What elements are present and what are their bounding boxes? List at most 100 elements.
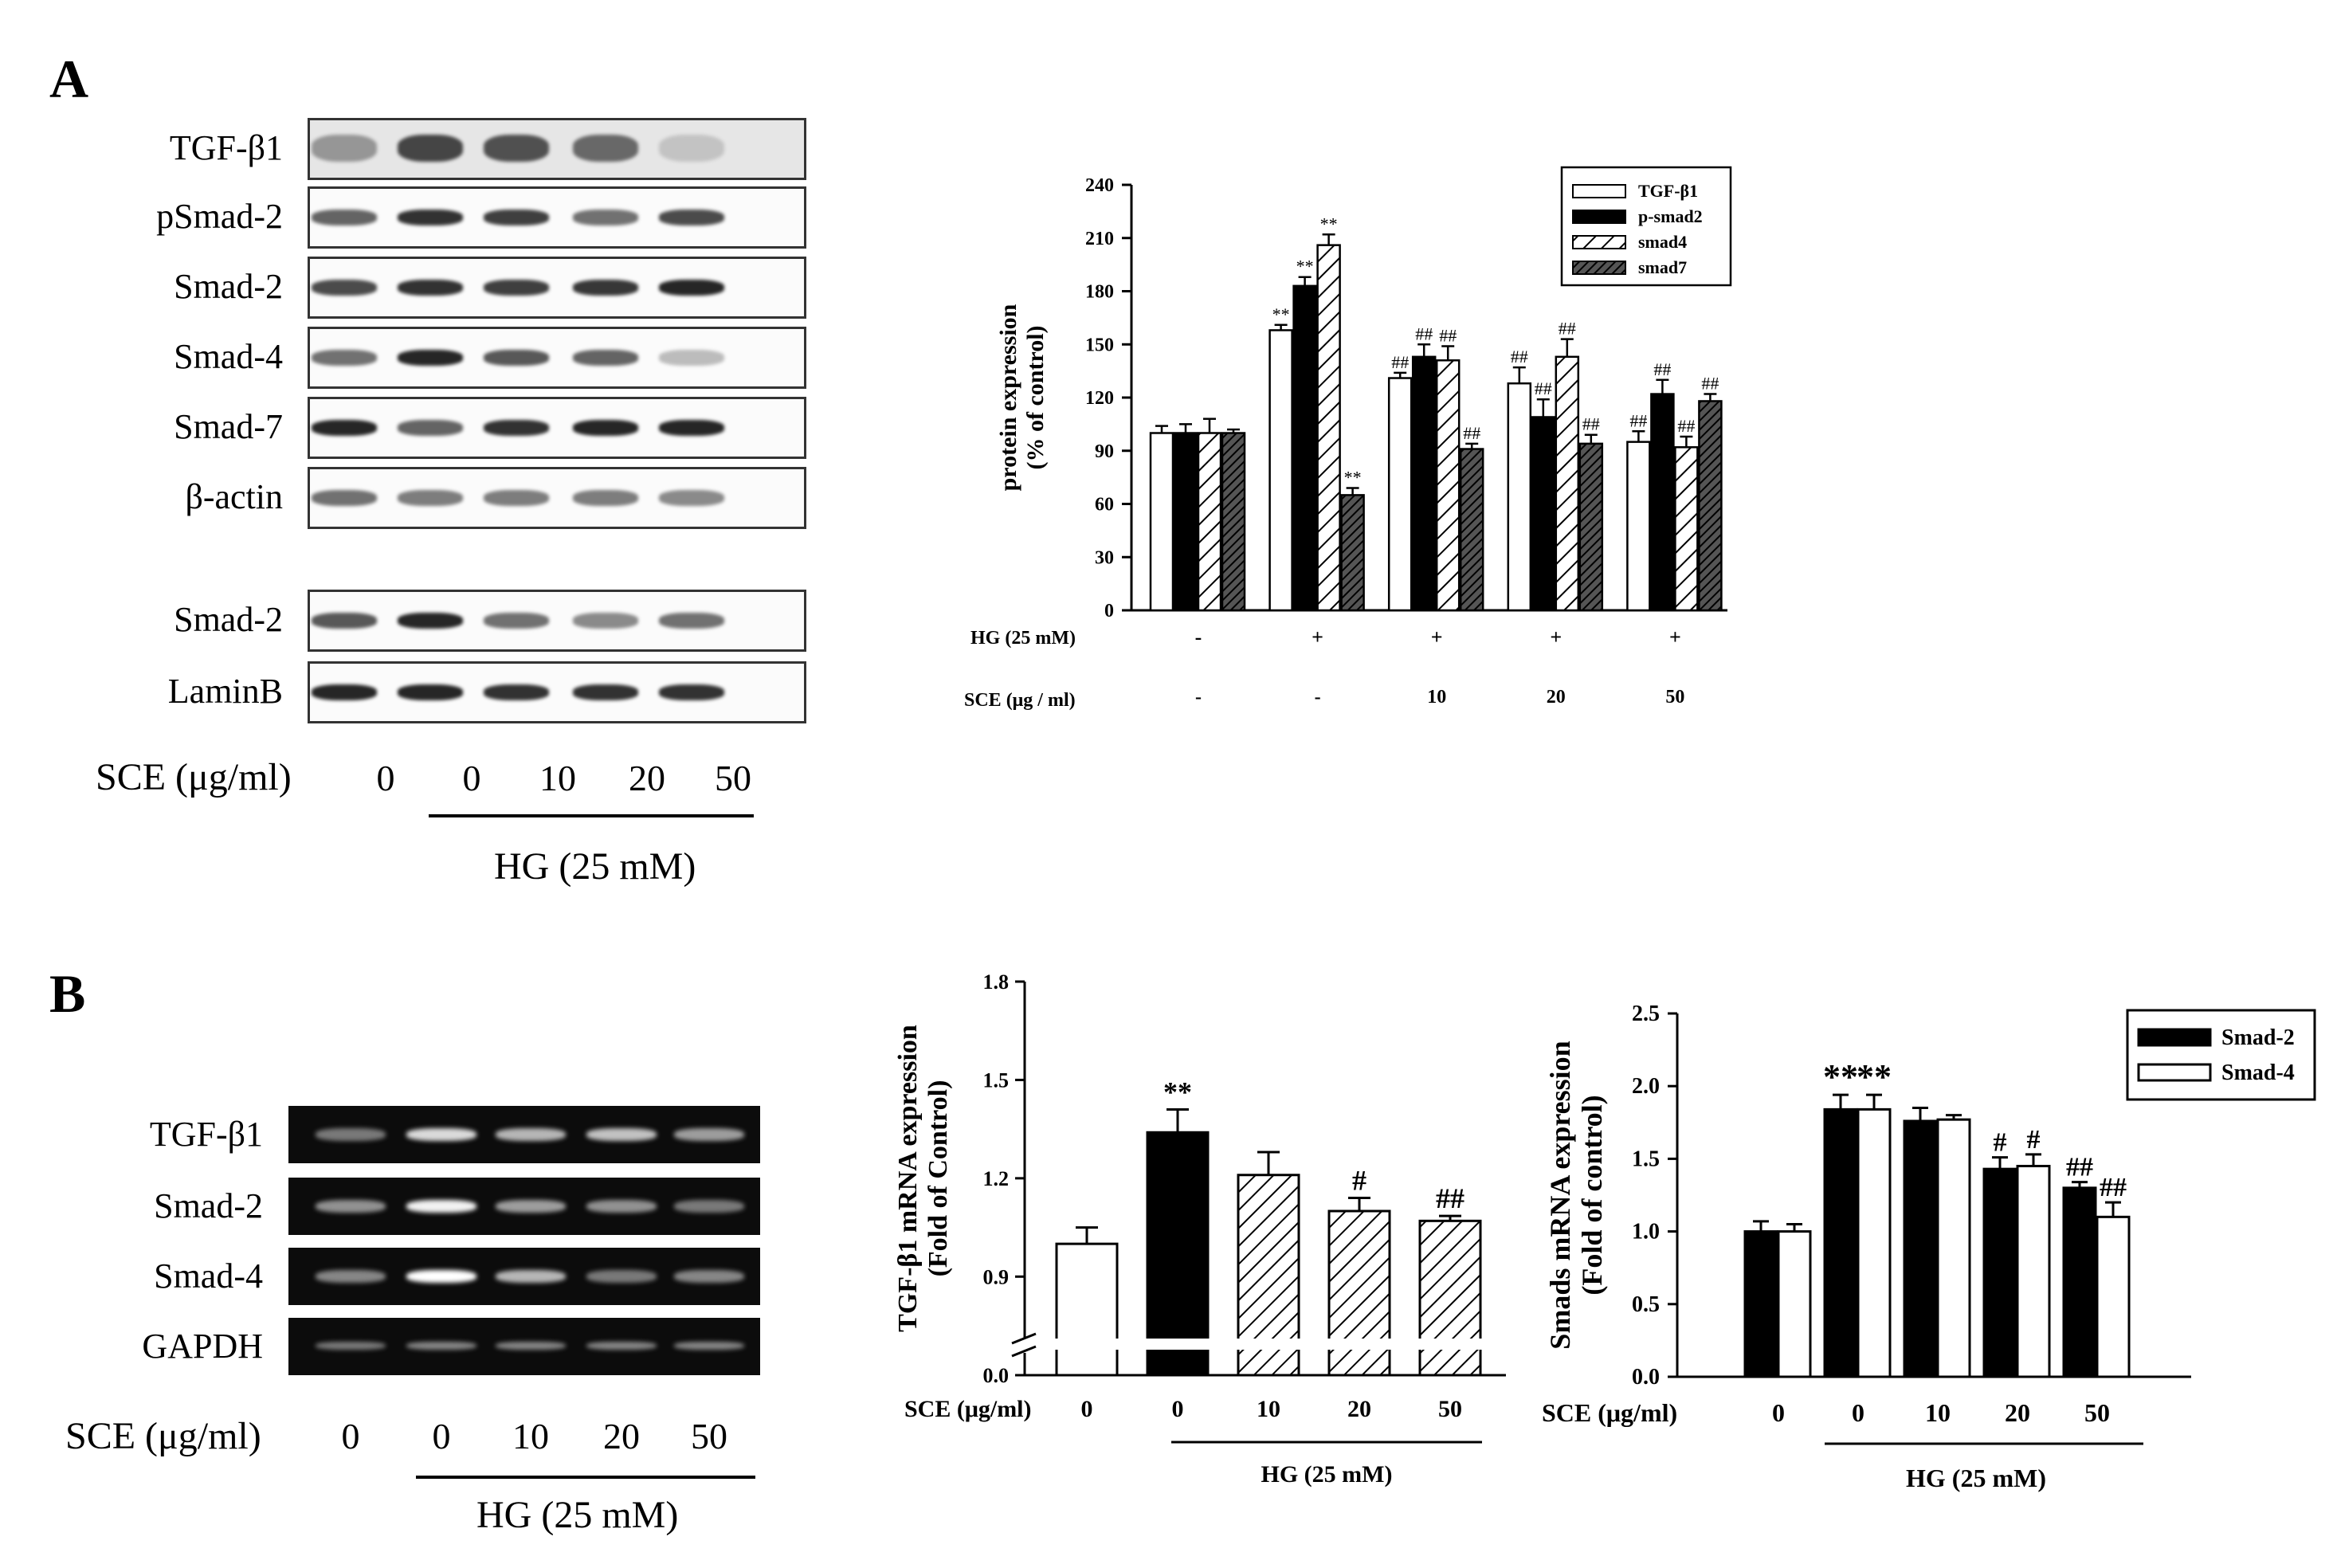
bar xyxy=(1387,377,1413,612)
blot-band xyxy=(484,490,549,506)
gel-band xyxy=(674,1270,744,1283)
significance-mark: ## xyxy=(1701,374,1719,394)
y-axis-label: TGF-β1 mRNA expression (Fold of Control) xyxy=(893,1025,953,1332)
panel-a-letter: A xyxy=(49,49,89,109)
blot-strip xyxy=(308,118,806,180)
bar xyxy=(1531,416,1556,612)
y-tick-label: 90 xyxy=(1095,441,1114,462)
y-tick-label: 0 xyxy=(1104,601,1114,621)
legend-label: Smad-4 xyxy=(2221,1060,2295,1085)
significance-mark: ## xyxy=(1535,378,1552,398)
bar xyxy=(1327,1209,1391,1377)
panel-b-letter: B xyxy=(49,963,86,1024)
blot-band xyxy=(659,210,724,225)
blot-band xyxy=(484,350,549,366)
panel-a-sce-label: SCE (μg/ml) xyxy=(96,756,292,798)
y-tick-label: 1.8 xyxy=(983,970,1010,994)
gel-band xyxy=(406,1128,476,1141)
blot-band xyxy=(659,135,724,162)
legend-label: smad4 xyxy=(1638,232,1687,252)
x-tick-label: 50 xyxy=(1438,1396,1462,1422)
y-axis-label: Smads mRNA expression (Fold of control) xyxy=(1544,1041,1608,1349)
axis-break-mark xyxy=(1011,1332,1037,1345)
y-tick-label: 1.2 xyxy=(983,1167,1010,1190)
lane-label: 20 xyxy=(603,1416,640,1456)
y-axis-label-line1: TGF-β1 mRNA expression xyxy=(893,1025,923,1332)
blot-band xyxy=(398,490,463,506)
y-tick-label: 2.0 xyxy=(1632,1074,1660,1099)
significance-mark: ** xyxy=(1272,304,1290,324)
blot-band xyxy=(659,350,724,366)
blot-band xyxy=(312,613,377,629)
bar xyxy=(1823,1107,1858,1378)
x-axis-prefix-label: SCE (μg/ml) xyxy=(904,1396,1032,1422)
lane-label: 50 xyxy=(715,758,751,798)
y-tick-label: 120 xyxy=(1085,388,1114,409)
x-tick-label: 10 xyxy=(1925,1398,1951,1427)
blot-band xyxy=(484,684,549,700)
significance-mark: ## xyxy=(2066,1153,2093,1182)
y-tick-label: 240 xyxy=(1085,175,1114,196)
blot-band xyxy=(659,280,724,296)
gel-band xyxy=(496,1128,566,1141)
lane-label: 20 xyxy=(629,758,665,798)
gel-band xyxy=(674,1342,744,1350)
lane-label: 10 xyxy=(512,1416,549,1456)
y-tick-label: 180 xyxy=(1085,282,1114,303)
significance-mark: ** xyxy=(1823,1057,1858,1096)
bar xyxy=(1221,432,1246,612)
significance-mark: # xyxy=(1352,1165,1366,1197)
blot-label: Smad-2 xyxy=(174,267,283,306)
legend-label: TGF-β1 xyxy=(1638,181,1698,201)
protein-expression-chart: 0 30 60 90 120 150 180 210 240 protein expression… xyxy=(964,166,1732,711)
bar xyxy=(1698,400,1723,612)
x-tick-label: 50 xyxy=(2084,1398,2110,1427)
gel-band xyxy=(316,1128,386,1141)
significance-mark: # xyxy=(2027,1125,2041,1154)
gel-label: Smad-2 xyxy=(154,1186,263,1225)
sce-row-value: 50 xyxy=(1665,687,1684,708)
blot-label: pSmad-2 xyxy=(156,197,283,236)
gel-band xyxy=(586,1128,657,1141)
gel-strip xyxy=(288,1178,760,1235)
bar xyxy=(1626,441,1651,612)
significance-mark: ## xyxy=(1677,416,1695,436)
significance-mark: ** xyxy=(1163,1076,1192,1107)
blot-strip xyxy=(308,257,806,319)
x-tick-label: 0 xyxy=(1172,1396,1184,1422)
blot-band xyxy=(312,280,377,296)
bar xyxy=(1459,448,1484,612)
bar xyxy=(1149,432,1174,612)
bar xyxy=(1173,432,1198,612)
gel-band xyxy=(496,1200,566,1213)
panel-a-hg-label: HG (25 mM) xyxy=(494,845,696,888)
blot-band xyxy=(312,350,377,366)
blot-band xyxy=(398,210,463,225)
row-label-sce: SCE (μg / ml) xyxy=(964,690,1076,711)
tgf-mrna-chart: 0.0 0.9 1.2 1.5 1.8 TGF-β1 mRNA expression (Fo… xyxy=(893,970,1506,1488)
sce-row-value: 10 xyxy=(1427,687,1446,708)
y-axis-label: protein expression (% of control) xyxy=(995,304,1049,491)
significance-mark: ** xyxy=(1344,467,1362,487)
blot-band xyxy=(312,135,377,162)
significance-mark: ## xyxy=(1436,1182,1464,1214)
axis-break-mark xyxy=(1011,1345,1037,1358)
gel-label: Smad-4 xyxy=(154,1256,263,1296)
blot-band xyxy=(484,613,549,629)
blot-band xyxy=(484,210,549,225)
gel-band xyxy=(586,1342,657,1350)
legend-label: smad7 xyxy=(1638,257,1687,277)
y-axis-label-line2: (Fold of control) xyxy=(1576,1095,1608,1295)
lane-label: 50 xyxy=(691,1416,727,1456)
y-axis-label-line2: (% of control) xyxy=(1022,325,1049,469)
blot-band xyxy=(573,280,638,296)
bar xyxy=(1555,355,1580,612)
legend-swatch xyxy=(2137,1063,2212,1082)
gel-band xyxy=(586,1270,657,1283)
blot-label: Smad-7 xyxy=(174,407,283,446)
blot-strip xyxy=(308,590,806,652)
blot-band xyxy=(573,350,638,366)
gel-band xyxy=(586,1200,657,1213)
hg-row-value: + xyxy=(1312,625,1323,649)
panel-b-hg-label: HG (25 mM) xyxy=(476,1494,679,1536)
